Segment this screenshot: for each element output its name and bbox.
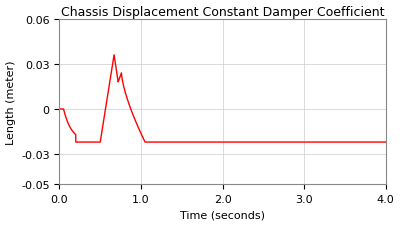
Y-axis label: Length (meter): Length (meter): [6, 60, 16, 144]
Title: Chassis Displacement Constant Damper Coefficient: Chassis Displacement Constant Damper Coe…: [61, 6, 384, 18]
X-axis label: Time (seconds): Time (seconds): [180, 209, 265, 219]
